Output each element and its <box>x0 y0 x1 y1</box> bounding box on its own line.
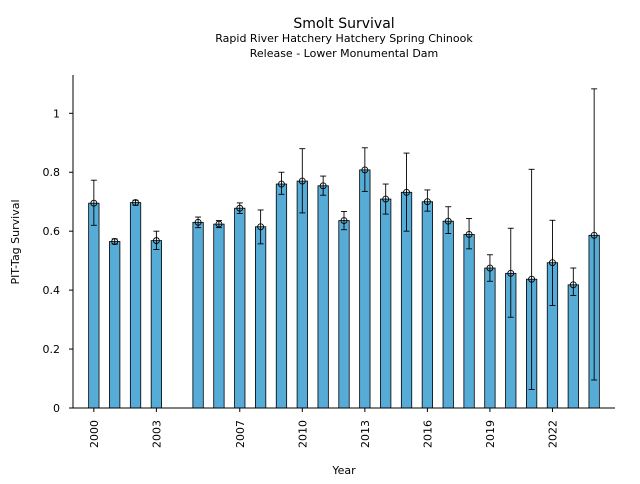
data-point <box>257 223 265 231</box>
x-tick-label: 2000 <box>88 420 101 448</box>
data-point <box>423 198 431 206</box>
x-tick-label: 2019 <box>484 420 497 448</box>
y-tick-label: 0.6 <box>43 225 61 238</box>
data-point <box>361 166 369 174</box>
data-point <box>152 237 160 245</box>
x-tick-label: 2010 <box>296 420 309 448</box>
y-tick-label: 1 <box>53 107 60 120</box>
data-point <box>194 218 202 226</box>
y-tick-label: 0 <box>53 402 60 415</box>
bar <box>380 198 392 409</box>
data-point <box>298 177 306 185</box>
x-tick-label: 2013 <box>359 420 372 448</box>
bar <box>359 169 371 409</box>
bar <box>442 220 454 409</box>
bar <box>109 241 121 409</box>
y-tick-label: 0.2 <box>43 343 61 356</box>
data-point <box>90 199 98 207</box>
y-tick-label: 0.8 <box>43 166 61 179</box>
bar <box>129 202 142 409</box>
x-axis-label: Year <box>331 464 356 477</box>
x-tick-label: 2016 <box>421 420 434 448</box>
data-point <box>486 264 494 272</box>
bar <box>254 226 267 409</box>
bar <box>296 180 308 409</box>
bar <box>484 267 496 409</box>
data-point <box>382 195 390 203</box>
data-point <box>569 281 577 289</box>
data-point <box>444 217 452 225</box>
bar <box>88 202 100 409</box>
bar <box>317 185 329 409</box>
data-point <box>236 204 244 212</box>
x-tick-label: 2022 <box>546 420 559 448</box>
bar <box>567 284 579 409</box>
bar <box>463 234 475 409</box>
data-point <box>590 231 598 239</box>
data-point <box>319 182 327 190</box>
bar <box>234 207 246 409</box>
y-axis-label: PIT-Tag Survival <box>9 199 22 284</box>
data-point <box>528 275 536 283</box>
data-point <box>403 188 410 196</box>
chart-subtitle-line-1: Rapid River Hatchery Hatchery Spring Chi… <box>215 32 473 45</box>
data-point <box>111 238 119 245</box>
data-point <box>278 180 285 188</box>
x-tick-label: 2007 <box>234 420 247 448</box>
data-point <box>215 220 223 228</box>
data-point <box>132 199 139 207</box>
bar <box>213 223 225 409</box>
data-point <box>507 269 515 277</box>
data-point <box>340 217 348 225</box>
data-point <box>549 259 556 267</box>
bar <box>338 220 350 409</box>
y-tick-label: 0.4 <box>43 284 61 297</box>
chart-title: Smolt Survival <box>293 16 394 32</box>
bar <box>421 201 433 409</box>
plot-area: 0 0.2 0.4 0.6 0.8 1 2000 2003 2007 2010 2013 2016 20… <box>43 75 615 448</box>
bar <box>192 221 204 409</box>
data-point <box>465 230 473 238</box>
bar <box>275 183 288 409</box>
bar <box>150 240 162 409</box>
x-tick-label: 2003 <box>150 420 163 448</box>
chart-subtitle-line-2: Release - Lower Monumental Dam <box>250 47 439 60</box>
